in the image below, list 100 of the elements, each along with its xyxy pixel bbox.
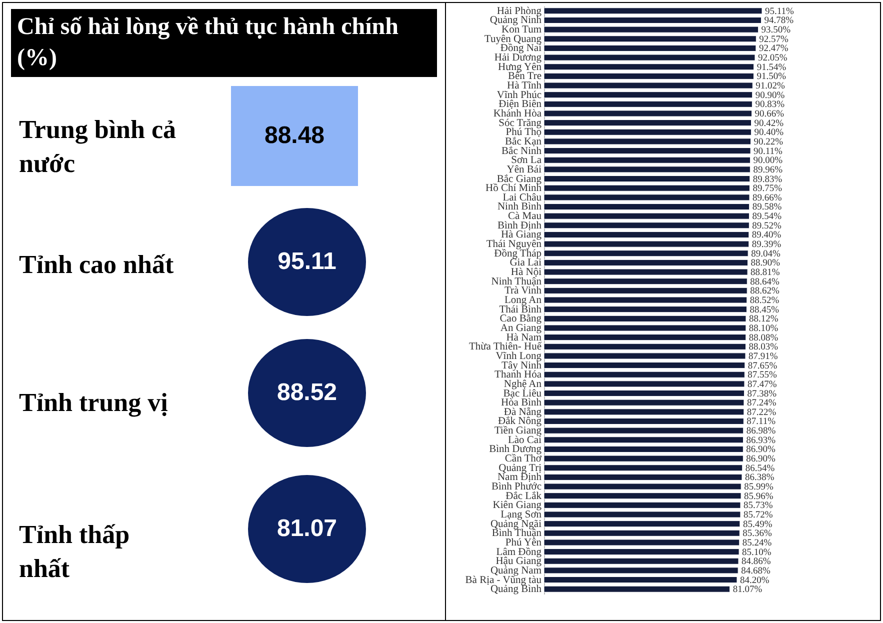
circle: 95.11	[248, 208, 366, 316]
y-tick-label: Hà Nội	[510, 267, 542, 278]
y-tick-label: Hải Dương	[494, 52, 542, 64]
data-label: 89.75%	[752, 184, 782, 194]
y-tick-label: Quảng Trị	[498, 462, 542, 474]
data-label: 85.72%	[743, 510, 773, 520]
bar	[544, 539, 740, 546]
data-label: 90.66%	[754, 109, 784, 120]
y-tick-label: Kiên Giang	[492, 500, 542, 512]
bar	[544, 352, 746, 360]
data-label: 85.99%	[744, 482, 774, 493]
data-label: 85.10%	[742, 548, 772, 558]
data-label: 90.22%	[754, 137, 784, 148]
bar	[544, 44, 756, 52]
data-label: 87.55%	[748, 370, 778, 381]
bar	[544, 474, 742, 480]
data-label: 86.90%	[746, 445, 776, 456]
bar	[544, 455, 744, 462]
data-label: 88.45%	[750, 305, 780, 316]
data-label: 86.38%	[744, 473, 774, 484]
y-tick-label: Bạc Liêu	[503, 388, 542, 400]
bar	[544, 315, 746, 322]
bar	[544, 287, 748, 294]
data-label: 86.93%	[746, 436, 776, 446]
bar	[544, 92, 753, 98]
data-label: 84.20%	[740, 576, 770, 586]
y-tick-label: Hà Giang	[500, 230, 542, 241]
data-label: 92.47%	[758, 44, 788, 54]
data-label: 90.00%	[753, 156, 783, 166]
bar	[544, 8, 762, 14]
bar	[544, 250, 748, 257]
data-label: 95.11%	[765, 6, 794, 17]
bar	[544, 418, 744, 425]
y-tick-label: Lai Châu	[502, 192, 542, 204]
y-tick-label: Hưng Yên	[498, 62, 542, 73]
data-label: 87.38%	[747, 389, 777, 400]
circle: 81.07	[248, 475, 366, 583]
y-tick-label: Điện Biên	[498, 99, 542, 110]
y-tick-label: Đồng Tháp	[494, 248, 542, 260]
y-tick-label: Bình Định	[497, 220, 542, 232]
data-label: 89.39%	[752, 240, 782, 250]
bar	[544, 427, 744, 434]
y-tick-label: Quảng Bình	[490, 584, 542, 596]
y-tick-label: Quảng Ngãi	[490, 518, 542, 530]
circle: 88.52	[248, 339, 366, 447]
bar	[544, 194, 750, 201]
data-label: 89.58%	[752, 202, 782, 213]
y-tick-label: Sơn La	[511, 155, 542, 166]
bar	[544, 268, 748, 276]
bar	[544, 436, 744, 444]
y-tick-label: Bà Rịa - Vũng tàu	[465, 574, 542, 586]
y-tick-label: Bắc Giang	[496, 174, 542, 185]
data-label: 93.50%	[761, 26, 791, 36]
y-tick-label: Trà Vinh	[504, 286, 542, 297]
bar	[544, 558, 739, 564]
y-tick-label: Tây Ninh	[502, 360, 542, 372]
bar	[544, 334, 746, 341]
bar	[544, 399, 744, 406]
bar	[544, 380, 745, 388]
bar	[544, 548, 740, 556]
bar	[544, 446, 744, 452]
bar	[544, 72, 754, 80]
data-label: 91.02%	[756, 82, 785, 92]
y-tick-label: Bắc Ninh	[502, 146, 542, 157]
bar	[544, 371, 745, 378]
bar	[544, 175, 750, 182]
bar	[544, 483, 742, 490]
data-label: 87.47%	[747, 380, 777, 390]
bar	[544, 408, 744, 416]
bar	[544, 231, 750, 238]
y-tick-label: Quảng Nam	[490, 565, 542, 576]
y-tick-label: Lâm Đồng	[496, 546, 542, 558]
data-label: 92.05%	[758, 54, 788, 64]
y-tick-label: Vĩnh Phúc	[496, 90, 542, 101]
y-tick-label: Đắc Lắk	[506, 490, 542, 502]
data-label: 88.52%	[750, 296, 780, 306]
y-tick-label: Vĩnh Long	[496, 350, 542, 362]
data-label: 90.90%	[755, 90, 785, 101]
y-tick-label: Phú Yên	[505, 537, 542, 548]
data-label: 86.98%	[746, 426, 776, 437]
bar	[544, 567, 738, 574]
bar	[544, 390, 745, 397]
data-label: 85.36%	[742, 529, 772, 540]
y-tick-label: Long An	[504, 295, 542, 306]
data-label: 88.03%	[748, 342, 778, 353]
data-label: 81.07%	[732, 585, 762, 596]
bar	[544, 54, 756, 61]
data-label: 94.78%	[764, 16, 794, 26]
bar	[544, 16, 762, 24]
y-tick-label: Nam Định	[497, 472, 542, 484]
data-label: 85.73%	[744, 501, 773, 512]
y-tick-label: Sóc Trăng	[498, 118, 542, 129]
y-tick-label: Hà Tĩnh	[506, 80, 542, 92]
bar	[544, 502, 741, 508]
y-tick-label: Bình Thuận	[492, 528, 542, 540]
data-label: 85.24%	[742, 538, 772, 548]
data-label: 87.22%	[746, 408, 776, 418]
y-tick-label: Lào Cai	[508, 434, 542, 446]
bar	[544, 343, 746, 350]
bar	[544, 222, 750, 229]
